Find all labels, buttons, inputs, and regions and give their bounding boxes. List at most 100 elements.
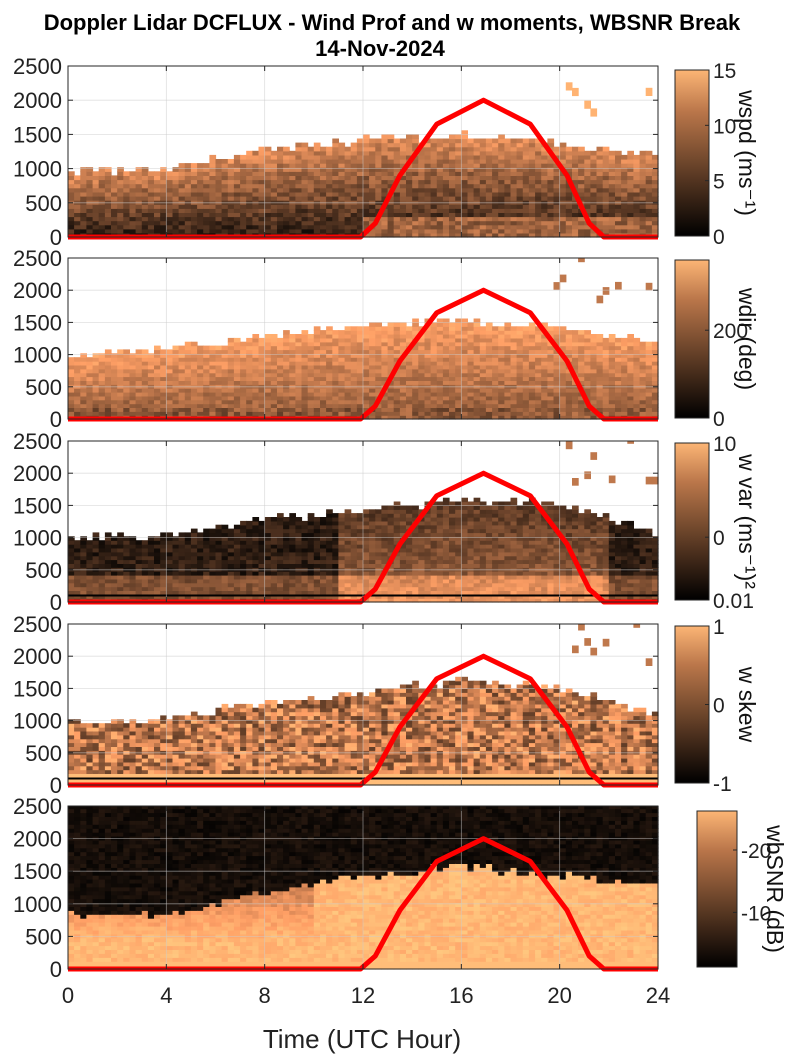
heatmap-cell [295,582,303,588]
heatmap-cell [154,395,161,401]
heatmap-cell [92,171,100,176]
heatmap-cell [356,163,364,168]
heatmap-cell [301,392,309,397]
heatmap-cell [320,392,327,397]
heatmap-cell [467,150,475,156]
heatmap-cell [283,544,290,549]
heatmap-cell [381,380,389,385]
heatmap-cell [111,368,118,374]
heatmap-cell [289,547,296,553]
heatmap-cell [92,372,100,378]
heatmap-cell [258,179,266,185]
heatmap-cell [578,399,585,405]
heatmap-cell [590,349,598,354]
heatmap-cell [516,224,524,230]
heatmap-cell [295,175,303,181]
heatmap-cell [98,175,106,181]
heatmap-cell [313,399,321,405]
heatmap-cell [233,395,241,401]
heatmap-cell [301,364,309,370]
heatmap-cell [172,212,180,218]
heatmap-cell [584,411,591,416]
heatmap-cell [68,411,75,416]
heatmap-cell [129,547,137,553]
heatmap-cell [393,411,401,416]
heatmap-cell [295,334,303,339]
heatmap-cell [645,364,653,370]
heatmap-cell [92,407,100,412]
heatmap-cell [621,163,628,168]
heatmap-cell [172,228,180,234]
heatmap-cell [295,150,303,156]
heatmap-cell [190,395,198,401]
heatmap-cell [320,196,327,201]
heatmap-cell [258,361,266,366]
heatmap-cell [424,212,432,218]
heatmap-cell [344,345,352,351]
heatmap-cell [522,415,530,420]
heatmap-cell [270,555,278,561]
heatmap-cell [406,212,413,218]
heatmap-cell [485,407,493,412]
heatmap-cell [621,392,628,397]
heatmap-cell [338,403,346,408]
heatmap-cell [467,220,475,226]
heatmap-cell [111,220,118,226]
heatmap-cell [633,171,641,176]
heatmap-cell [295,204,303,209]
heatmap-cell [233,571,241,576]
heatmap-cell [221,208,229,213]
heatmap-cell [479,345,487,351]
heatmap-cell [393,138,401,144]
heatmap-cell [375,334,382,339]
heatmap-cell [301,380,309,385]
heatmap-cell [651,353,659,358]
heatmap-cell [246,196,253,201]
heatmap-cell [639,345,647,351]
heatmap-cell [320,388,327,393]
heatmap-cell [172,544,180,549]
heatmap-cell [651,368,659,374]
heatmap-cell [111,191,118,197]
heatmap-cell [154,208,161,213]
heatmap-cell [516,138,524,144]
heatmap-cell [596,154,604,160]
heatmap-cell [68,563,75,568]
heatmap-cell [528,142,536,148]
heatmap-cell [442,403,450,408]
heatmap-cell [633,154,641,160]
heatmap-cell [492,159,499,164]
heatmap-cell [553,380,561,385]
heatmap-cell [141,204,149,209]
heatmap-cell [147,204,155,209]
heatmap-cell [246,191,253,197]
heatmap-cell [289,204,296,209]
heatmap-cell [332,364,339,370]
heatmap-cell [363,392,370,397]
heatmap-cell [80,411,87,416]
heatmap-cell [184,551,192,557]
heatmap-cell [565,224,573,230]
heatmap-cell [504,232,512,238]
heatmap-cell [154,220,161,226]
heatmap-cell [559,183,567,189]
heatmap-cell [326,154,333,160]
heatmap-cell [498,183,505,189]
heatmap-cell [104,392,112,397]
heatmap-cell [387,134,395,140]
heatmap-cell [436,392,444,397]
heatmap-cell [651,380,659,385]
heatmap-cell [80,559,87,564]
heatmap-cell [572,357,579,362]
heatmap-cell [277,532,284,537]
heatmap-cell [516,150,524,156]
heatmap-cell [387,380,395,385]
heatmap-cell [436,150,444,156]
heatmap-cell [485,171,493,176]
heatmap-cell [350,380,358,385]
heatmap-cell [172,216,180,222]
heatmap-cell [215,368,223,374]
heatmap-cell [565,82,573,91]
heatmap-cell [197,571,204,576]
heatmap-cell [227,582,235,588]
